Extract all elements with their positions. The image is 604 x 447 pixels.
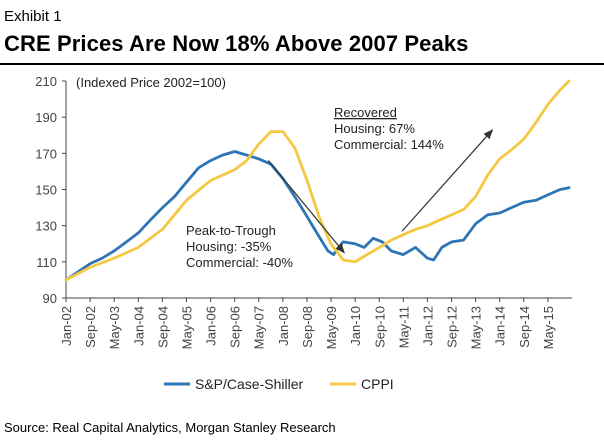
arrow-recovered xyxy=(401,129,494,232)
annotation-peak-line: Housing: -35% xyxy=(186,239,272,254)
x-tick-label: May-05 xyxy=(179,306,194,349)
x-tick-label: May-09 xyxy=(324,306,339,349)
legend-label-case-shiller: S&P/Case-Shiller xyxy=(195,376,303,392)
x-tick-label: Sep-04 xyxy=(155,306,170,348)
title-rule xyxy=(0,63,604,65)
axes: 90 110 130 150 170 190 210 Jan-02 Sep-02 May-03 Ja… xyxy=(35,74,572,349)
y-unit-label: (Indexed Price 2002=100) xyxy=(76,75,226,90)
x-tick-label: Jan-14 xyxy=(493,306,508,346)
x-tick-label: Jan-08 xyxy=(276,306,291,346)
x-tick-label: Sep-06 xyxy=(228,306,243,348)
exhibit-label: Exhibit 1 xyxy=(4,8,62,25)
x-tick-label: Jan-06 xyxy=(204,306,219,346)
legend-label-cppi: CPPI xyxy=(361,376,394,392)
annotation-recovered-line: Commercial: 144% xyxy=(334,137,444,152)
y-tick-label: 210 xyxy=(35,74,57,89)
x-tick-label: Sep-10 xyxy=(372,306,387,348)
chart-title: CRE Prices Are Now 18% Above 2007 Peaks xyxy=(4,31,469,56)
y-tick-label: 90 xyxy=(43,291,57,306)
x-tick-label: Sep-12 xyxy=(445,306,460,348)
annotation-arrows xyxy=(267,129,494,254)
legend: S&P/Case-Shiller CPPI xyxy=(164,376,394,392)
annotation-recovered-line: Recovered xyxy=(334,105,397,120)
annotation-recovered-line: Housing: 67% xyxy=(334,121,415,136)
series-layer xyxy=(64,79,571,282)
y-tick-label: 190 xyxy=(35,110,57,125)
arrow-peak-to-trough xyxy=(267,160,345,254)
series-line-case-shiller xyxy=(64,150,571,282)
x-tick-label: May-11 xyxy=(396,306,411,348)
x-tick-label: May-13 xyxy=(469,306,484,349)
x-tick-label: Sep-02 xyxy=(83,306,98,348)
y-tick-label: 170 xyxy=(35,146,57,161)
annotation-peak-line: Commercial: -40% xyxy=(186,255,293,270)
x-tick-label: Sep-08 xyxy=(300,306,315,348)
source-note: Source: Real Capital Analytics, Morgan S… xyxy=(4,420,336,435)
x-tick-label: May-07 xyxy=(252,306,267,349)
x-tick-label: Jan-10 xyxy=(348,306,363,346)
x-tick-label: May-03 xyxy=(107,306,122,349)
x-tick-label: Jan-02 xyxy=(59,306,74,346)
x-tick-label: May-15 xyxy=(541,306,556,349)
x-tick-label: Jan-12 xyxy=(420,306,435,346)
x-tick-label: Sep-14 xyxy=(517,306,532,348)
y-tick-label: 110 xyxy=(36,255,57,270)
y-tick-label: 150 xyxy=(35,183,57,198)
annotation-peak-line: Peak-to-Trough xyxy=(186,223,276,238)
x-tick-label: Jan-04 xyxy=(131,306,146,346)
series-line-cppi xyxy=(64,79,571,282)
y-tick-label: 130 xyxy=(35,219,57,234)
